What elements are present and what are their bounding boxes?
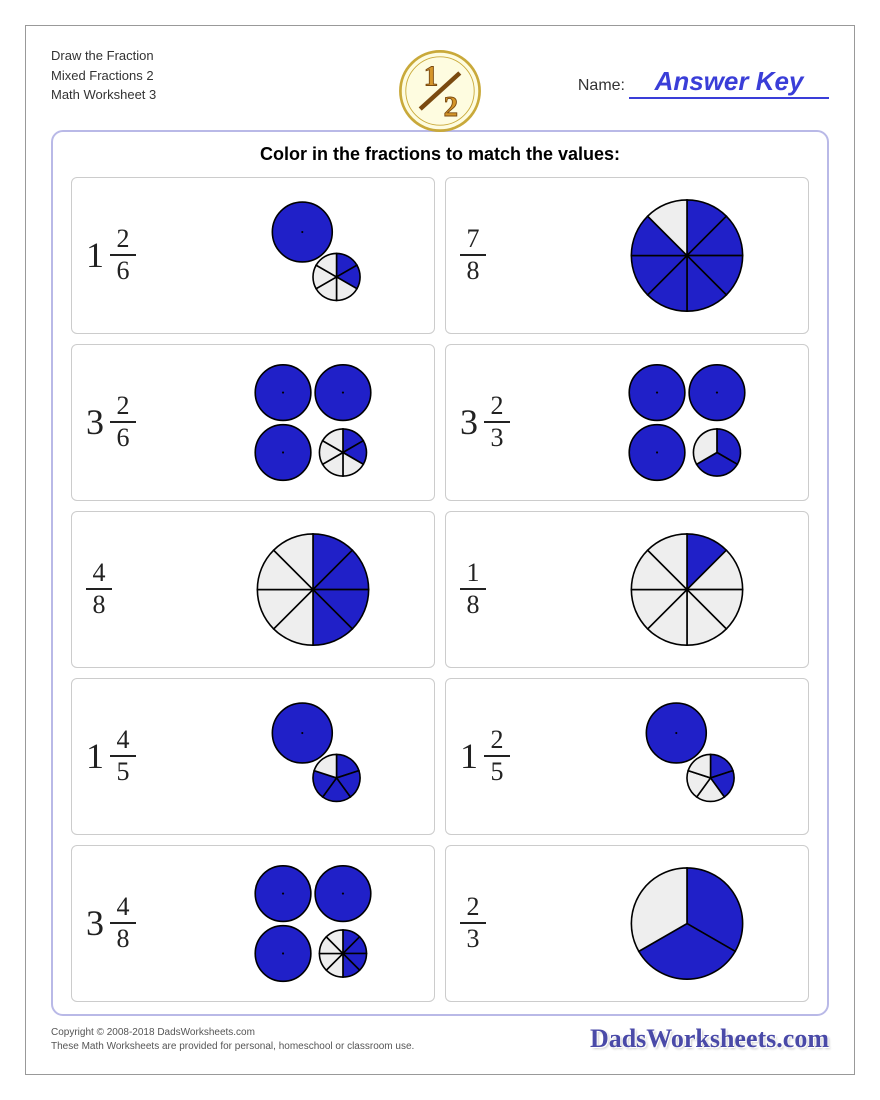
numerator: 2 [117, 393, 130, 421]
problem-cell: 1 2 5 [445, 678, 809, 835]
fraction-label: 4 8 [86, 560, 196, 618]
problem-cell: 4 8 [71, 511, 435, 668]
fraction-label: 3 4 8 [86, 894, 196, 952]
fraction-diagram [206, 186, 420, 325]
problem-cell: 1 8 [445, 511, 809, 668]
denominator: 3 [491, 423, 504, 451]
worksheet-page: Draw the Fraction Mixed Fractions 2 Math… [25, 25, 855, 1075]
denominator: 8 [467, 256, 480, 284]
fraction-logo-icon: 1 2 [395, 46, 485, 136]
svg-text:2: 2 [444, 91, 458, 123]
fraction: 2 6 [110, 393, 136, 451]
fraction: 4 8 [86, 560, 112, 618]
brand-logo: DadsWorksheets.com [590, 1024, 829, 1054]
footer-left: Copyright © 2008-2018 DadsWorksheets.com… [51, 1026, 414, 1054]
denominator: 8 [467, 590, 480, 618]
denominator: 8 [93, 590, 106, 618]
fraction: 1 8 [460, 560, 486, 618]
name-line: Answer Key [629, 66, 829, 99]
fraction-diagram [206, 520, 420, 659]
numerator: 4 [93, 560, 106, 588]
whole-number: 1 [460, 735, 478, 777]
instruction-text: Color in the fractions to match the valu… [71, 144, 809, 165]
fraction-diagram [206, 353, 420, 492]
fraction-diagram [206, 687, 420, 826]
fraction-label: 1 4 5 [86, 727, 196, 785]
copyright-text: Copyright © 2008-2018 DadsWorksheets.com [51, 1026, 414, 1040]
fraction-label: 1 2 6 [86, 226, 196, 284]
problem-cell: 3 4 8 [71, 845, 435, 1002]
denominator: 3 [467, 924, 480, 952]
fraction: 4 5 [110, 727, 136, 785]
main-box: Color in the fractions to match the valu… [51, 130, 829, 1016]
fraction: 2 3 [484, 393, 510, 451]
problem-cell: 3 2 3 [445, 344, 809, 501]
fraction-label: 3 2 6 [86, 393, 196, 451]
fraction-label: 1 2 5 [460, 727, 570, 785]
denominator: 8 [117, 924, 130, 952]
problem-cell: 2 3 [445, 845, 809, 1002]
denominator: 5 [117, 757, 130, 785]
problem-grid: 1 2 6 7 8 3 2 6 3 2 3 4 8 1 8 1 4 5 [71, 177, 809, 1002]
numerator: 4 [117, 727, 130, 755]
header: Draw the Fraction Mixed Fractions 2 Math… [51, 46, 829, 124]
denominator: 5 [491, 757, 504, 785]
meta-line-3: Math Worksheet 3 [51, 85, 156, 105]
problem-cell: 3 2 6 [71, 344, 435, 501]
fraction-diagram [580, 854, 794, 993]
fraction: 2 3 [460, 894, 486, 952]
fraction-diagram [580, 520, 794, 659]
fraction-label: 2 3 [460, 894, 570, 952]
fraction: 4 8 [110, 894, 136, 952]
numerator: 2 [491, 393, 504, 421]
denominator: 6 [117, 423, 130, 451]
denominator: 6 [117, 256, 130, 284]
answer-key-text: Answer Key [655, 66, 804, 96]
problem-cell: 1 4 5 [71, 678, 435, 835]
name-field: Name: Answer Key [578, 66, 829, 99]
numerator: 1 [467, 560, 480, 588]
problem-cell: 7 8 [445, 177, 809, 334]
svg-text:1: 1 [424, 61, 438, 93]
fraction-label: 3 2 3 [460, 393, 570, 451]
numerator: 4 [117, 894, 130, 922]
meta-line-1: Draw the Fraction [51, 46, 156, 66]
name-label: Name: [578, 77, 625, 95]
footer-note: These Math Worksheets are provided for p… [51, 1040, 414, 1054]
whole-number: 3 [86, 902, 104, 944]
fraction-diagram [580, 186, 794, 325]
footer: Copyright © 2008-2018 DadsWorksheets.com… [51, 1024, 829, 1054]
numerator: 7 [467, 226, 480, 254]
numerator: 2 [491, 727, 504, 755]
fraction-diagram [580, 687, 794, 826]
worksheet-meta: Draw the Fraction Mixed Fractions 2 Math… [51, 46, 156, 105]
fraction-label: 7 8 [460, 226, 570, 284]
fraction: 2 6 [110, 226, 136, 284]
whole-number: 1 [86, 735, 104, 777]
numerator: 2 [467, 894, 480, 922]
numerator: 2 [117, 226, 130, 254]
problem-cell: 1 2 6 [71, 177, 435, 334]
fraction-diagram [206, 854, 420, 993]
fraction-label: 1 8 [460, 560, 570, 618]
whole-number: 1 [86, 234, 104, 276]
fraction: 2 5 [484, 727, 510, 785]
whole-number: 3 [86, 401, 104, 443]
fraction: 7 8 [460, 226, 486, 284]
meta-line-2: Mixed Fractions 2 [51, 66, 156, 86]
fraction-diagram [580, 353, 794, 492]
whole-number: 3 [460, 401, 478, 443]
